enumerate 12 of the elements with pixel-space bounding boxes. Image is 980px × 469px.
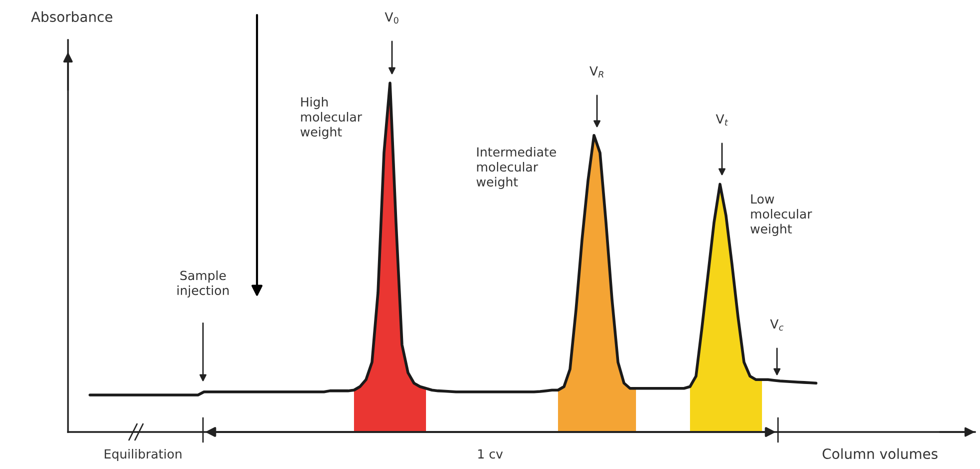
annotation: Intermediate molecular weight [476, 147, 556, 189]
annotation: V$_{c}$ [770, 319, 784, 331]
annotation: Sample injection [177, 270, 229, 298]
text: 1 cv [478, 449, 503, 459]
annotation: Low molecular weight [750, 194, 812, 236]
x-axis-title: Column volumes [822, 448, 938, 460]
y-axis-title: Absorbance [31, 11, 112, 22]
annotation: High molecular weight [300, 97, 362, 139]
text: V$_{R}$ [590, 66, 604, 78]
text: Equilibration [104, 448, 182, 462]
text: V$_{0}$ [384, 12, 398, 24]
annotation: V$_{t}$ [716, 114, 728, 126]
